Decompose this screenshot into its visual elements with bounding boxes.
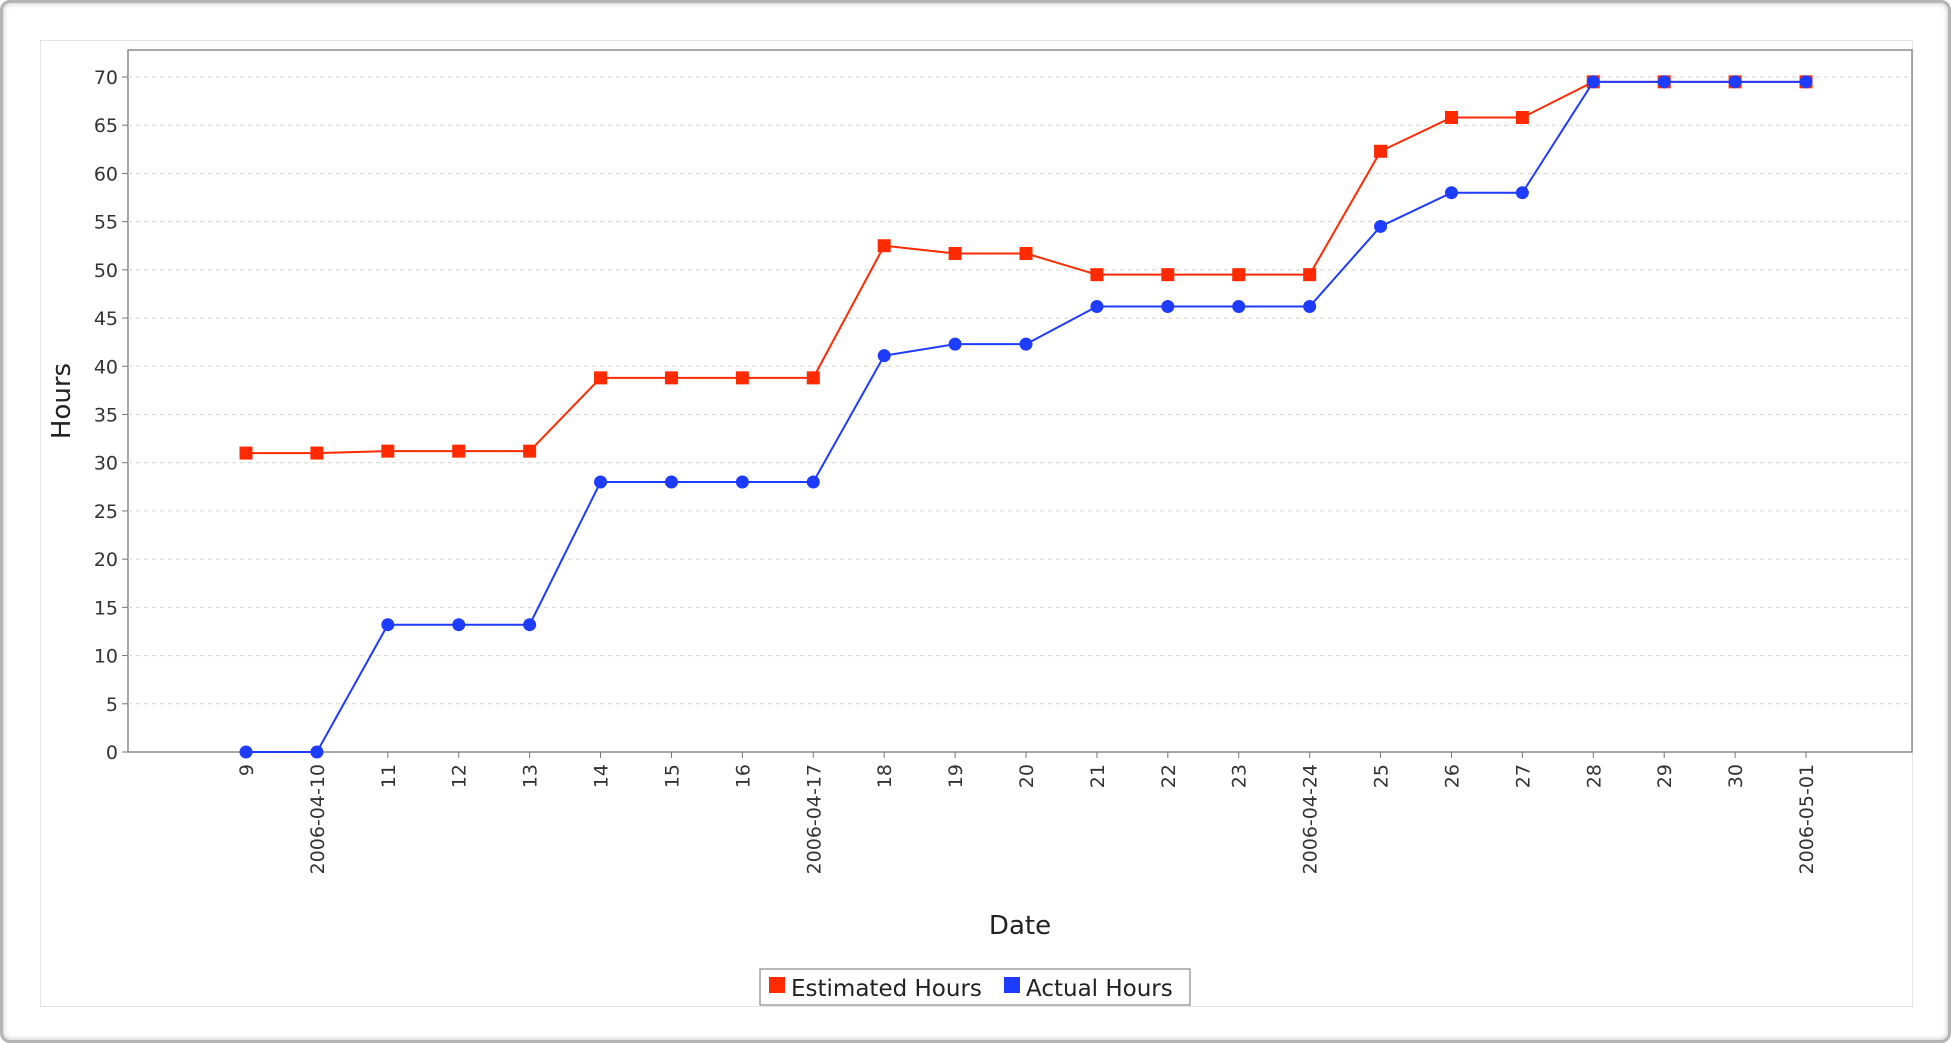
x-tick-label: 21 [1087, 764, 1109, 788]
data-point [806, 371, 820, 385]
y-tick-label: 30 [94, 453, 118, 475]
x-tick-label: 2006-04-10 [307, 764, 329, 874]
data-point [523, 444, 537, 458]
y-tick-label: 50 [94, 260, 118, 282]
data-point [1161, 300, 1175, 313]
x-tick-label: 30 [1725, 764, 1747, 788]
data-point [1090, 300, 1104, 313]
legend-label-estimated: Estimated Hours [791, 976, 982, 1002]
x-tick-label: 29 [1654, 764, 1676, 788]
series-lines [239, 75, 1813, 759]
data-point [1799, 75, 1813, 89]
y-tick-label: 65 [94, 115, 118, 137]
data-point [1515, 186, 1529, 200]
x-axis-ticks: 9 2006-04-10 11 12 13 14 15 16 2006-04-17 18 19 20 2… [236, 752, 1818, 874]
data-point [1303, 268, 1317, 282]
legend-box [759, 968, 1191, 1006]
data-point [594, 371, 608, 385]
legend-label-actual: Actual Hours [1026, 976, 1173, 1002]
data-point [1019, 246, 1033, 260]
x-tick-label: 18 [874, 764, 896, 788]
x-tick-label: 25 [1371, 764, 1393, 788]
data-point [1019, 337, 1033, 351]
x-tick-label: 2006-04-24 [1300, 764, 1322, 874]
x-tick-label: 14 [591, 764, 613, 788]
y-tick-label: 10 [94, 646, 118, 668]
plot-area [127, 49, 1913, 753]
data-point [1586, 75, 1600, 89]
data-point [877, 349, 891, 363]
x-axis-title: Date [989, 911, 1051, 941]
data-point [1515, 111, 1529, 124]
data-point [877, 239, 891, 253]
x-tick-label: 22 [1158, 764, 1180, 788]
data-point [1444, 186, 1458, 200]
grid-lines [128, 76, 1912, 705]
data-point [239, 446, 253, 460]
data-point [1161, 268, 1175, 282]
x-tick-label: 19 [945, 764, 967, 788]
data-point [948, 246, 962, 260]
data-point [948, 337, 962, 351]
data-point [735, 371, 749, 385]
y-tick-label: 15 [94, 597, 118, 619]
data-point [594, 475, 608, 489]
x-tick-label: 16 [732, 764, 754, 788]
y-tick-label: 60 [94, 163, 118, 185]
data-point [1090, 268, 1104, 282]
y-tick-label: 70 [94, 67, 118, 89]
y-tick-label: 5 [106, 694, 118, 716]
data-point [1657, 75, 1671, 89]
data-point [381, 618, 395, 632]
data-point [310, 745, 324, 759]
data-point [1444, 111, 1458, 124]
x-tick-label: 20 [1016, 764, 1038, 788]
y-tick-label: 45 [94, 308, 118, 330]
data-point [1232, 300, 1246, 313]
x-tick-label: 28 [1583, 764, 1605, 788]
legend-swatch-estimated [769, 977, 785, 993]
data-point [735, 475, 749, 489]
y-tick-label: 0 [106, 742, 118, 764]
y-tick-label: 20 [94, 549, 118, 571]
x-tick-label: 13 [520, 764, 542, 788]
data-point [239, 745, 253, 759]
x-tick-label: 11 [378, 764, 400, 788]
x-tick-label: 12 [449, 764, 471, 788]
x-tick-label: 15 [661, 764, 683, 788]
data-point [381, 444, 395, 458]
x-tick-label: 27 [1512, 764, 1534, 788]
data-point [664, 475, 678, 489]
x-tick-label: 23 [1229, 764, 1251, 788]
y-tick-label: 35 [94, 405, 118, 427]
data-point [310, 446, 324, 460]
x-tick-label: 26 [1441, 764, 1463, 788]
data-point [452, 618, 466, 632]
y-tick-label: 40 [94, 356, 118, 378]
x-tick-label: 2006-04-17 [803, 764, 825, 874]
data-point [1374, 144, 1388, 158]
y-tick-label: 25 [94, 501, 118, 523]
legend-swatch-actual [1004, 977, 1020, 993]
y-axis-ticks: 0 5 10 15 20 25 30 35 40 45 50 55 60 65 70 [94, 67, 128, 764]
data-point [806, 475, 820, 489]
data-point [1374, 219, 1388, 233]
data-point [523, 618, 537, 632]
data-point [664, 371, 678, 385]
data-point [1232, 268, 1246, 282]
y-tick-label: 55 [94, 212, 118, 234]
y-axis-title: Hours [47, 363, 77, 439]
legend: Estimated Hours Actual Hours [759, 968, 1191, 1006]
x-tick-label: 9 [236, 764, 258, 776]
data-point [452, 444, 466, 458]
data-point [1303, 300, 1317, 313]
data-point [1728, 75, 1742, 89]
x-tick-label: 2006-05-01 [1796, 764, 1818, 874]
